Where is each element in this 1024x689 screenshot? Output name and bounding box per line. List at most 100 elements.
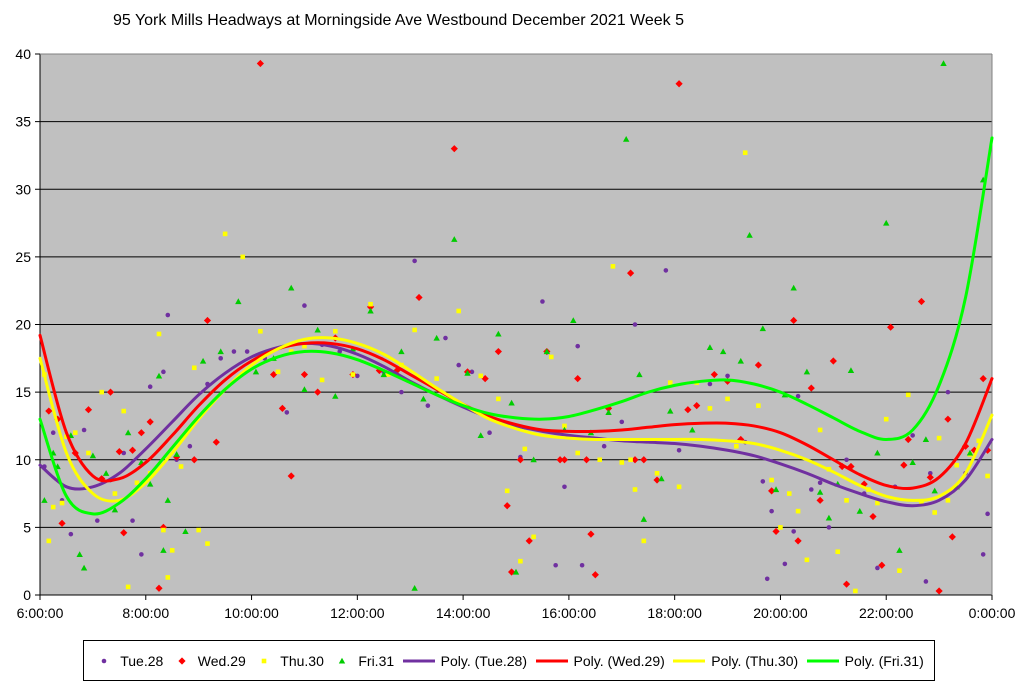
data-point	[663, 268, 669, 273]
data-point	[707, 406, 713, 411]
data-point	[826, 525, 832, 530]
data-point	[165, 575, 171, 580]
data-point	[115, 448, 123, 456]
data-point	[896, 547, 903, 553]
x-tick-label: 10:00:00	[224, 605, 279, 621]
data-point	[904, 435, 912, 444]
data-point	[760, 479, 766, 484]
data-point	[759, 325, 767, 332]
data-point	[332, 392, 339, 399]
data-point	[161, 369, 166, 375]
trendlines	[38, 136, 994, 516]
y-tick-label: 10	[15, 452, 31, 468]
legend-label: Wed.29	[197, 652, 246, 669]
data-point	[676, 484, 682, 490]
data-point	[284, 410, 290, 415]
data-point	[817, 427, 823, 433]
data-point	[139, 552, 144, 557]
data-point	[212, 438, 220, 446]
data-point	[803, 368, 811, 375]
legend-label: Poly. (Thu.30)	[711, 652, 799, 669]
data-point	[146, 480, 154, 487]
legend-symbol	[261, 658, 267, 663]
data-point	[112, 491, 118, 496]
data-point	[196, 527, 201, 533]
legend-label: Poly. (Fri.31)	[844, 652, 924, 669]
x-tick-label: 22:00:00	[859, 605, 914, 621]
data-point	[530, 456, 537, 463]
data-point	[81, 427, 87, 433]
legend-item: Thu.30	[254, 653, 324, 669]
data-point	[481, 375, 489, 383]
legend-symbol	[339, 657, 346, 664]
data-point	[368, 301, 373, 307]
data-point	[632, 322, 638, 327]
data-point	[124, 429, 132, 436]
data-point	[516, 456, 525, 464]
legend-label: Poly. (Tue.28)	[440, 652, 528, 669]
data-point	[575, 450, 581, 456]
data-point	[905, 392, 911, 398]
data-point	[102, 470, 110, 476]
data-point	[512, 568, 520, 575]
data-point	[300, 370, 309, 379]
data-point	[807, 384, 815, 392]
data-point	[605, 409, 612, 415]
data-point	[478, 373, 484, 379]
data-point	[869, 512, 877, 521]
data-point	[278, 404, 287, 412]
x-tick-label: 16:00:00	[542, 605, 597, 621]
y-tick-label: 25	[15, 249, 31, 265]
data-point	[518, 558, 523, 564]
data-point	[772, 486, 780, 493]
data-point	[794, 537, 802, 545]
data-point	[734, 443, 739, 449]
scatter-points	[41, 59, 992, 595]
x-tick-label: 6:00:00	[17, 605, 64, 621]
data-point	[58, 519, 66, 527]
data-point	[844, 498, 849, 503]
data-point	[217, 348, 224, 355]
legend-marker	[339, 657, 346, 664]
data-point	[156, 331, 162, 337]
data-point	[710, 370, 718, 379]
data-point	[240, 254, 246, 260]
data-point	[631, 456, 639, 464]
legend-symbol	[178, 656, 186, 665]
data-point	[917, 297, 926, 306]
data-point	[860, 480, 868, 488]
data-point	[983, 446, 992, 454]
legend-item: Poly. (Tue.28)	[402, 652, 528, 669]
data-point	[754, 361, 763, 369]
data-point	[205, 541, 210, 546]
data-point	[456, 362, 462, 368]
data-point	[654, 470, 660, 476]
data-point	[970, 446, 978, 454]
data-point	[786, 491, 792, 496]
data-point	[562, 423, 567, 429]
data-point	[562, 484, 567, 490]
data-point	[842, 580, 851, 588]
y-tick-label: 35	[15, 114, 31, 130]
data-point	[719, 348, 727, 355]
data-point	[130, 518, 135, 523]
data-point	[816, 489, 824, 495]
y-tick-label: 40	[15, 46, 31, 62]
legend: Tue.28 Wed.29 Thu.30 Fri.31 Poly. (Tue.28) Po…	[83, 640, 935, 681]
legend-item: Fri.31	[332, 653, 394, 669]
data-point	[769, 477, 774, 483]
data-point	[856, 507, 863, 514]
data-point	[725, 396, 730, 402]
data-point	[909, 459, 916, 466]
legend-label: Poly. (Wed.29)	[573, 652, 665, 669]
data-point	[610, 264, 616, 269]
data-point	[980, 552, 986, 557]
data-point	[45, 407, 53, 415]
data-point	[222, 231, 228, 237]
data-point	[540, 299, 545, 304]
data-point	[919, 500, 924, 506]
data-point	[737, 435, 745, 444]
data-point	[128, 446, 137, 454]
data-point	[269, 370, 278, 379]
data-point	[597, 457, 603, 463]
